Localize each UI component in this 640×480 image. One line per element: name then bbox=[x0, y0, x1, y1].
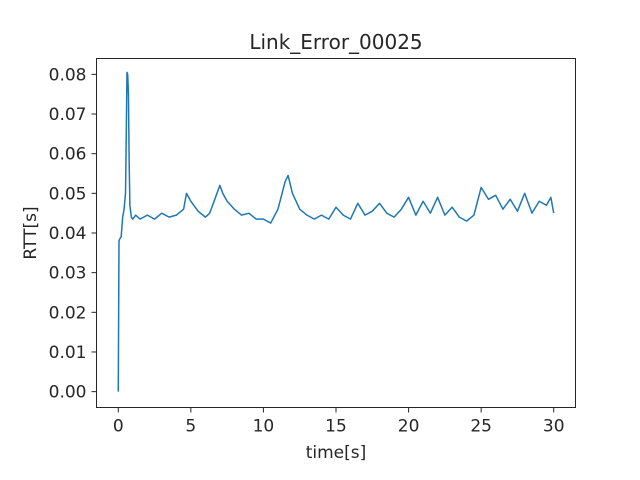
y-axis: 0.00 0.01 0.02 0.03 0.04 0.05 0.06 0.07 0.08 bbox=[49, 65, 97, 403]
y-tick-label: 0.08 bbox=[49, 65, 87, 85]
x-axis: 0 5 10 15 20 25 30 bbox=[113, 407, 565, 437]
x-tick-label: 0 bbox=[113, 417, 124, 437]
x-tick-label: 30 bbox=[543, 417, 565, 437]
y-tick-label: 0.07 bbox=[49, 105, 87, 125]
y-axis-label: RTT[s] bbox=[21, 206, 41, 259]
chart-title: Link_Error_00025 bbox=[249, 30, 422, 54]
y-tick-label: 0.02 bbox=[49, 303, 87, 323]
series-group bbox=[117, 71, 555, 392]
y-tick-label: 0.06 bbox=[49, 145, 87, 165]
series-line bbox=[117, 71, 555, 392]
x-tick-label: 15 bbox=[325, 417, 347, 437]
plot-frame bbox=[96, 58, 576, 408]
y-tick-label: 0.05 bbox=[49, 184, 87, 204]
x-tick-label: 25 bbox=[470, 417, 492, 437]
x-tick-label: 20 bbox=[398, 417, 420, 437]
y-tick-label: 0.04 bbox=[49, 224, 87, 244]
y-tick-label: 0.03 bbox=[49, 264, 87, 284]
x-tick-label: 5 bbox=[185, 417, 196, 437]
x-tick-label: 10 bbox=[253, 417, 275, 437]
plot-area bbox=[96, 58, 576, 408]
y-tick-label: 0.00 bbox=[49, 383, 87, 403]
x-axis-label: time[s] bbox=[306, 443, 367, 463]
y-tick-label: 0.01 bbox=[49, 343, 87, 363]
